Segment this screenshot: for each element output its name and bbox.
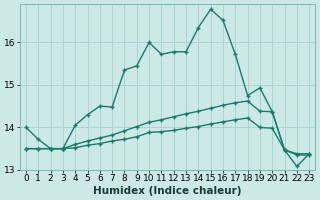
X-axis label: Humidex (Indice chaleur): Humidex (Indice chaleur) [93, 186, 242, 196]
